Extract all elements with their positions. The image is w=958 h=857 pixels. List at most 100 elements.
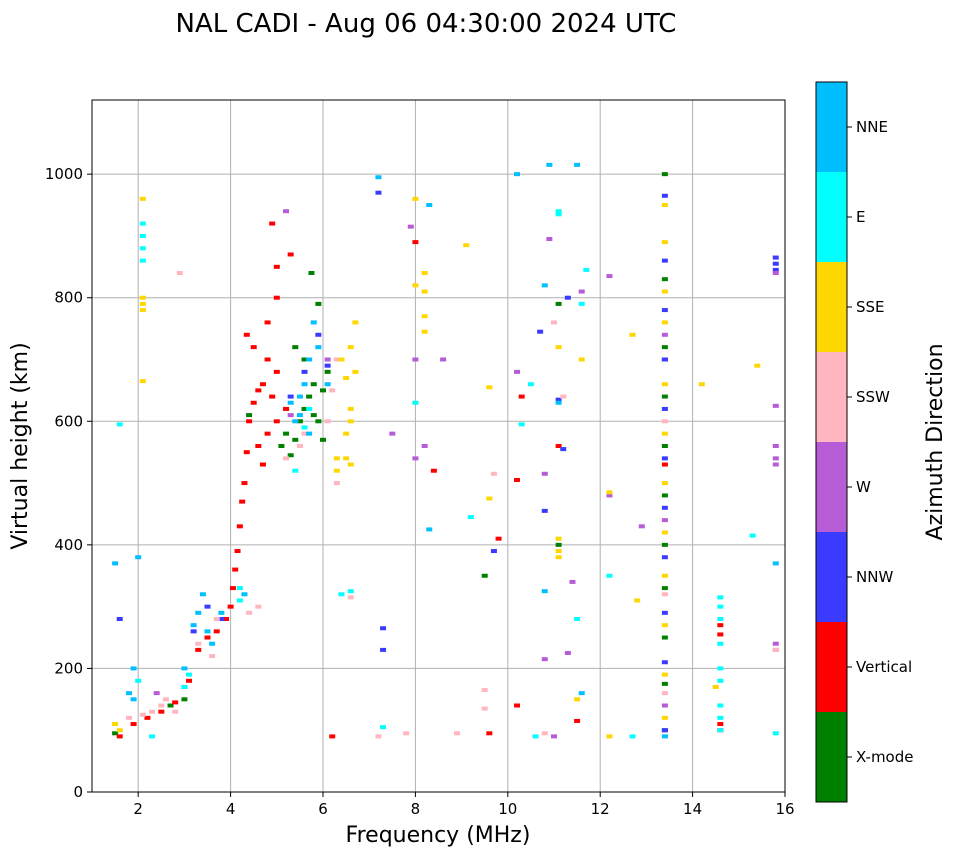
data-point <box>292 468 299 473</box>
data-point <box>481 688 488 693</box>
data-point <box>236 586 243 591</box>
data-point <box>204 629 211 634</box>
data-point <box>551 320 557 325</box>
colorbar-label-x-mode: X-mode <box>856 748 913 766</box>
data-point <box>375 175 382 180</box>
data-point <box>243 450 250 455</box>
data-point <box>412 283 419 288</box>
data-point <box>320 437 326 442</box>
data-point <box>412 196 419 201</box>
data-point <box>772 456 779 461</box>
data-point <box>421 314 428 319</box>
data-point <box>292 437 299 442</box>
data-point <box>139 295 146 300</box>
data-point <box>135 678 142 683</box>
data-point <box>712 684 719 689</box>
data-point <box>412 456 419 461</box>
data-point <box>661 703 668 708</box>
data-point <box>283 406 290 411</box>
data-point <box>301 369 308 374</box>
data-point <box>661 555 668 560</box>
data-point <box>264 357 271 362</box>
data-point <box>698 382 705 387</box>
data-point <box>153 691 160 696</box>
data-point <box>440 357 447 362</box>
data-point <box>287 394 294 399</box>
data-point <box>292 345 299 350</box>
data-point <box>301 425 308 430</box>
data-point <box>514 703 521 708</box>
y-tick-label: 800 <box>54 289 83 307</box>
data-point <box>717 623 724 628</box>
data-point <box>661 345 668 350</box>
data-point <box>749 533 756 538</box>
x-tick-label: 8 <box>411 800 421 818</box>
data-point <box>329 734 336 739</box>
x-axis-ticks: 2 4 6 8 10 12 14 16 <box>133 792 795 818</box>
data-point <box>527 382 534 387</box>
data-point <box>717 595 724 600</box>
data-point <box>490 549 497 554</box>
data-point <box>551 734 557 739</box>
data-point <box>352 369 359 374</box>
data-point <box>236 524 243 529</box>
colorbar-segment <box>816 532 847 622</box>
data-point <box>638 524 645 529</box>
data-point <box>287 413 294 418</box>
data-point <box>426 527 433 532</box>
data-point <box>195 647 202 652</box>
data-point <box>661 542 668 547</box>
data-point <box>661 320 668 325</box>
data-point <box>578 289 585 294</box>
data-point <box>306 357 313 362</box>
data-point <box>661 734 668 739</box>
data-point <box>453 731 460 736</box>
data-point <box>301 431 308 436</box>
colorbar-segment <box>816 82 847 172</box>
data-point <box>412 357 419 362</box>
data-point <box>343 376 350 381</box>
data-point <box>333 456 340 461</box>
data-point <box>315 419 322 424</box>
data-point <box>661 456 668 461</box>
data-point <box>324 369 331 374</box>
data-point <box>661 357 668 362</box>
data-point <box>306 394 313 399</box>
data-point <box>495 536 502 541</box>
data-point <box>661 610 668 615</box>
data-point <box>661 691 668 696</box>
data-point <box>181 697 188 702</box>
colorbar-segment <box>816 262 847 352</box>
data-point <box>537 329 544 334</box>
data-point <box>204 635 211 640</box>
data-point <box>463 243 470 248</box>
data-point <box>338 592 345 597</box>
data-point <box>333 468 340 473</box>
data-point <box>772 267 779 272</box>
data-point <box>375 190 382 195</box>
data-point <box>606 734 613 739</box>
data-point <box>250 400 257 405</box>
x-tick-label: 4 <box>226 800 236 818</box>
data-point <box>139 233 146 238</box>
colorbar-segment <box>816 712 847 802</box>
y-tick-label: 0 <box>73 783 83 801</box>
data-point <box>634 598 641 603</box>
data-point <box>389 431 396 436</box>
colorbar-label-nne: NNE <box>856 118 888 136</box>
data-point <box>296 419 303 424</box>
data-point <box>246 610 253 615</box>
data-point <box>486 385 493 390</box>
data-point <box>149 709 156 714</box>
data-point <box>139 308 146 313</box>
data-point <box>541 657 548 662</box>
data-point <box>190 629 197 634</box>
data-point <box>116 734 123 739</box>
grid <box>92 100 786 793</box>
data-point <box>490 471 497 476</box>
data-point <box>264 431 271 436</box>
data-point <box>301 357 308 362</box>
data-point <box>772 641 779 646</box>
data-point <box>661 505 668 510</box>
